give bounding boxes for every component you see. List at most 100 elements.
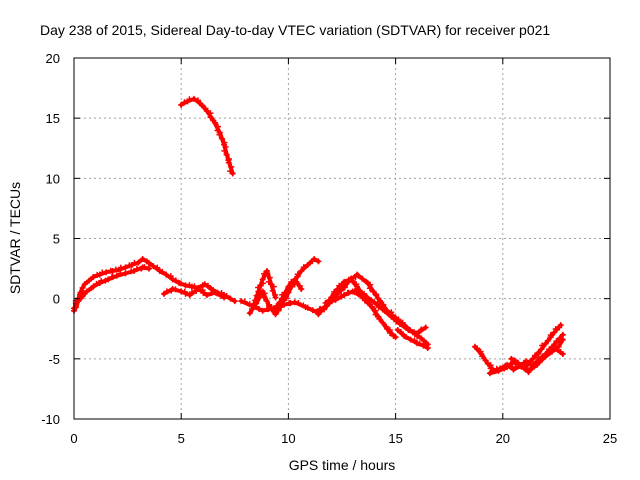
series-trace-h bbox=[272, 276, 305, 313]
data-point bbox=[259, 307, 266, 314]
series-trace-b bbox=[71, 264, 153, 314]
data-point bbox=[260, 294, 267, 301]
y-tick-label: -5 bbox=[48, 352, 60, 367]
data-point bbox=[150, 263, 157, 270]
data-point bbox=[381, 308, 388, 315]
data-point bbox=[172, 277, 179, 284]
x-tick-label: 5 bbox=[178, 431, 185, 446]
data-point bbox=[256, 306, 263, 313]
data-point bbox=[198, 102, 205, 109]
data-point bbox=[349, 277, 356, 284]
data-point bbox=[304, 261, 311, 268]
data-point bbox=[241, 298, 248, 305]
data-point bbox=[79, 284, 86, 291]
data-point bbox=[375, 304, 382, 311]
data-point bbox=[518, 363, 525, 370]
data-point bbox=[553, 346, 560, 353]
data-point bbox=[298, 286, 305, 293]
data-point bbox=[167, 273, 174, 280]
data-point bbox=[418, 326, 425, 333]
data-point bbox=[304, 304, 311, 311]
data-point bbox=[323, 299, 330, 306]
data-point bbox=[331, 288, 338, 295]
data-point bbox=[93, 280, 100, 287]
data-point bbox=[195, 286, 202, 293]
data-point bbox=[169, 276, 176, 283]
data-point bbox=[90, 283, 97, 290]
data-point bbox=[388, 313, 395, 320]
x-tick-label: 0 bbox=[70, 431, 77, 446]
data-point bbox=[531, 352, 538, 359]
data-point bbox=[141, 264, 148, 271]
data-point bbox=[300, 264, 307, 271]
data-point bbox=[547, 332, 554, 339]
series-trace-m bbox=[471, 336, 566, 374]
data-point bbox=[207, 114, 214, 121]
data-point bbox=[267, 304, 274, 311]
data-point bbox=[279, 291, 286, 298]
data-point bbox=[200, 290, 207, 297]
data-point bbox=[251, 301, 258, 308]
data-point bbox=[163, 271, 170, 278]
data-point bbox=[371, 299, 378, 306]
data-point bbox=[81, 281, 88, 288]
data-point bbox=[282, 289, 289, 296]
data-point bbox=[486, 370, 493, 377]
data-point bbox=[145, 259, 152, 266]
data-point bbox=[356, 287, 363, 294]
data-point bbox=[482, 357, 489, 364]
data-point bbox=[295, 299, 302, 306]
data-point bbox=[218, 135, 225, 142]
series-trace-d bbox=[178, 95, 236, 177]
data-point bbox=[181, 99, 188, 106]
data-point bbox=[539, 342, 546, 349]
data-point bbox=[266, 274, 273, 281]
y-tick-label: -10 bbox=[41, 412, 60, 427]
data-point bbox=[263, 298, 270, 305]
data-point bbox=[420, 342, 427, 349]
data-point bbox=[231, 298, 238, 305]
data-point bbox=[259, 276, 266, 283]
data-point bbox=[392, 334, 399, 341]
data-point bbox=[411, 329, 418, 336]
data-point bbox=[228, 163, 235, 170]
data-point bbox=[261, 290, 268, 297]
series-trace-g bbox=[251, 267, 279, 308]
data-point bbox=[376, 297, 383, 304]
data-point bbox=[154, 264, 161, 271]
data-point bbox=[407, 336, 414, 343]
data-point bbox=[396, 320, 403, 327]
data-point bbox=[146, 265, 153, 272]
data-point bbox=[529, 355, 536, 362]
data-point bbox=[221, 294, 228, 301]
data-point bbox=[535, 354, 542, 361]
data-point bbox=[298, 267, 305, 274]
x-tick-label: 25 bbox=[603, 431, 617, 446]
series-trace-p bbox=[525, 345, 566, 376]
y-tick-label: 5 bbox=[53, 232, 60, 247]
data-point bbox=[394, 326, 401, 333]
data-point bbox=[139, 255, 146, 262]
data-point bbox=[417, 327, 424, 334]
data-point bbox=[83, 288, 90, 295]
y-tick-label: 20 bbox=[46, 51, 60, 66]
data-point bbox=[248, 305, 255, 312]
data-point bbox=[311, 255, 318, 262]
data-point bbox=[203, 107, 210, 114]
data-point bbox=[276, 299, 283, 306]
data-point bbox=[531, 361, 538, 368]
data-point bbox=[309, 307, 316, 314]
data-point bbox=[293, 278, 300, 285]
data-point bbox=[221, 147, 228, 154]
data-point bbox=[211, 119, 218, 126]
data-point bbox=[122, 264, 129, 271]
data-point bbox=[376, 315, 383, 322]
data-point bbox=[294, 271, 301, 278]
data-point bbox=[504, 364, 511, 371]
data-point bbox=[269, 287, 276, 294]
data-point bbox=[79, 293, 86, 300]
data-point bbox=[336, 282, 343, 289]
data-point bbox=[422, 324, 429, 331]
x-axis-ticks: 0 5 10 15 20 25 bbox=[70, 58, 617, 446]
